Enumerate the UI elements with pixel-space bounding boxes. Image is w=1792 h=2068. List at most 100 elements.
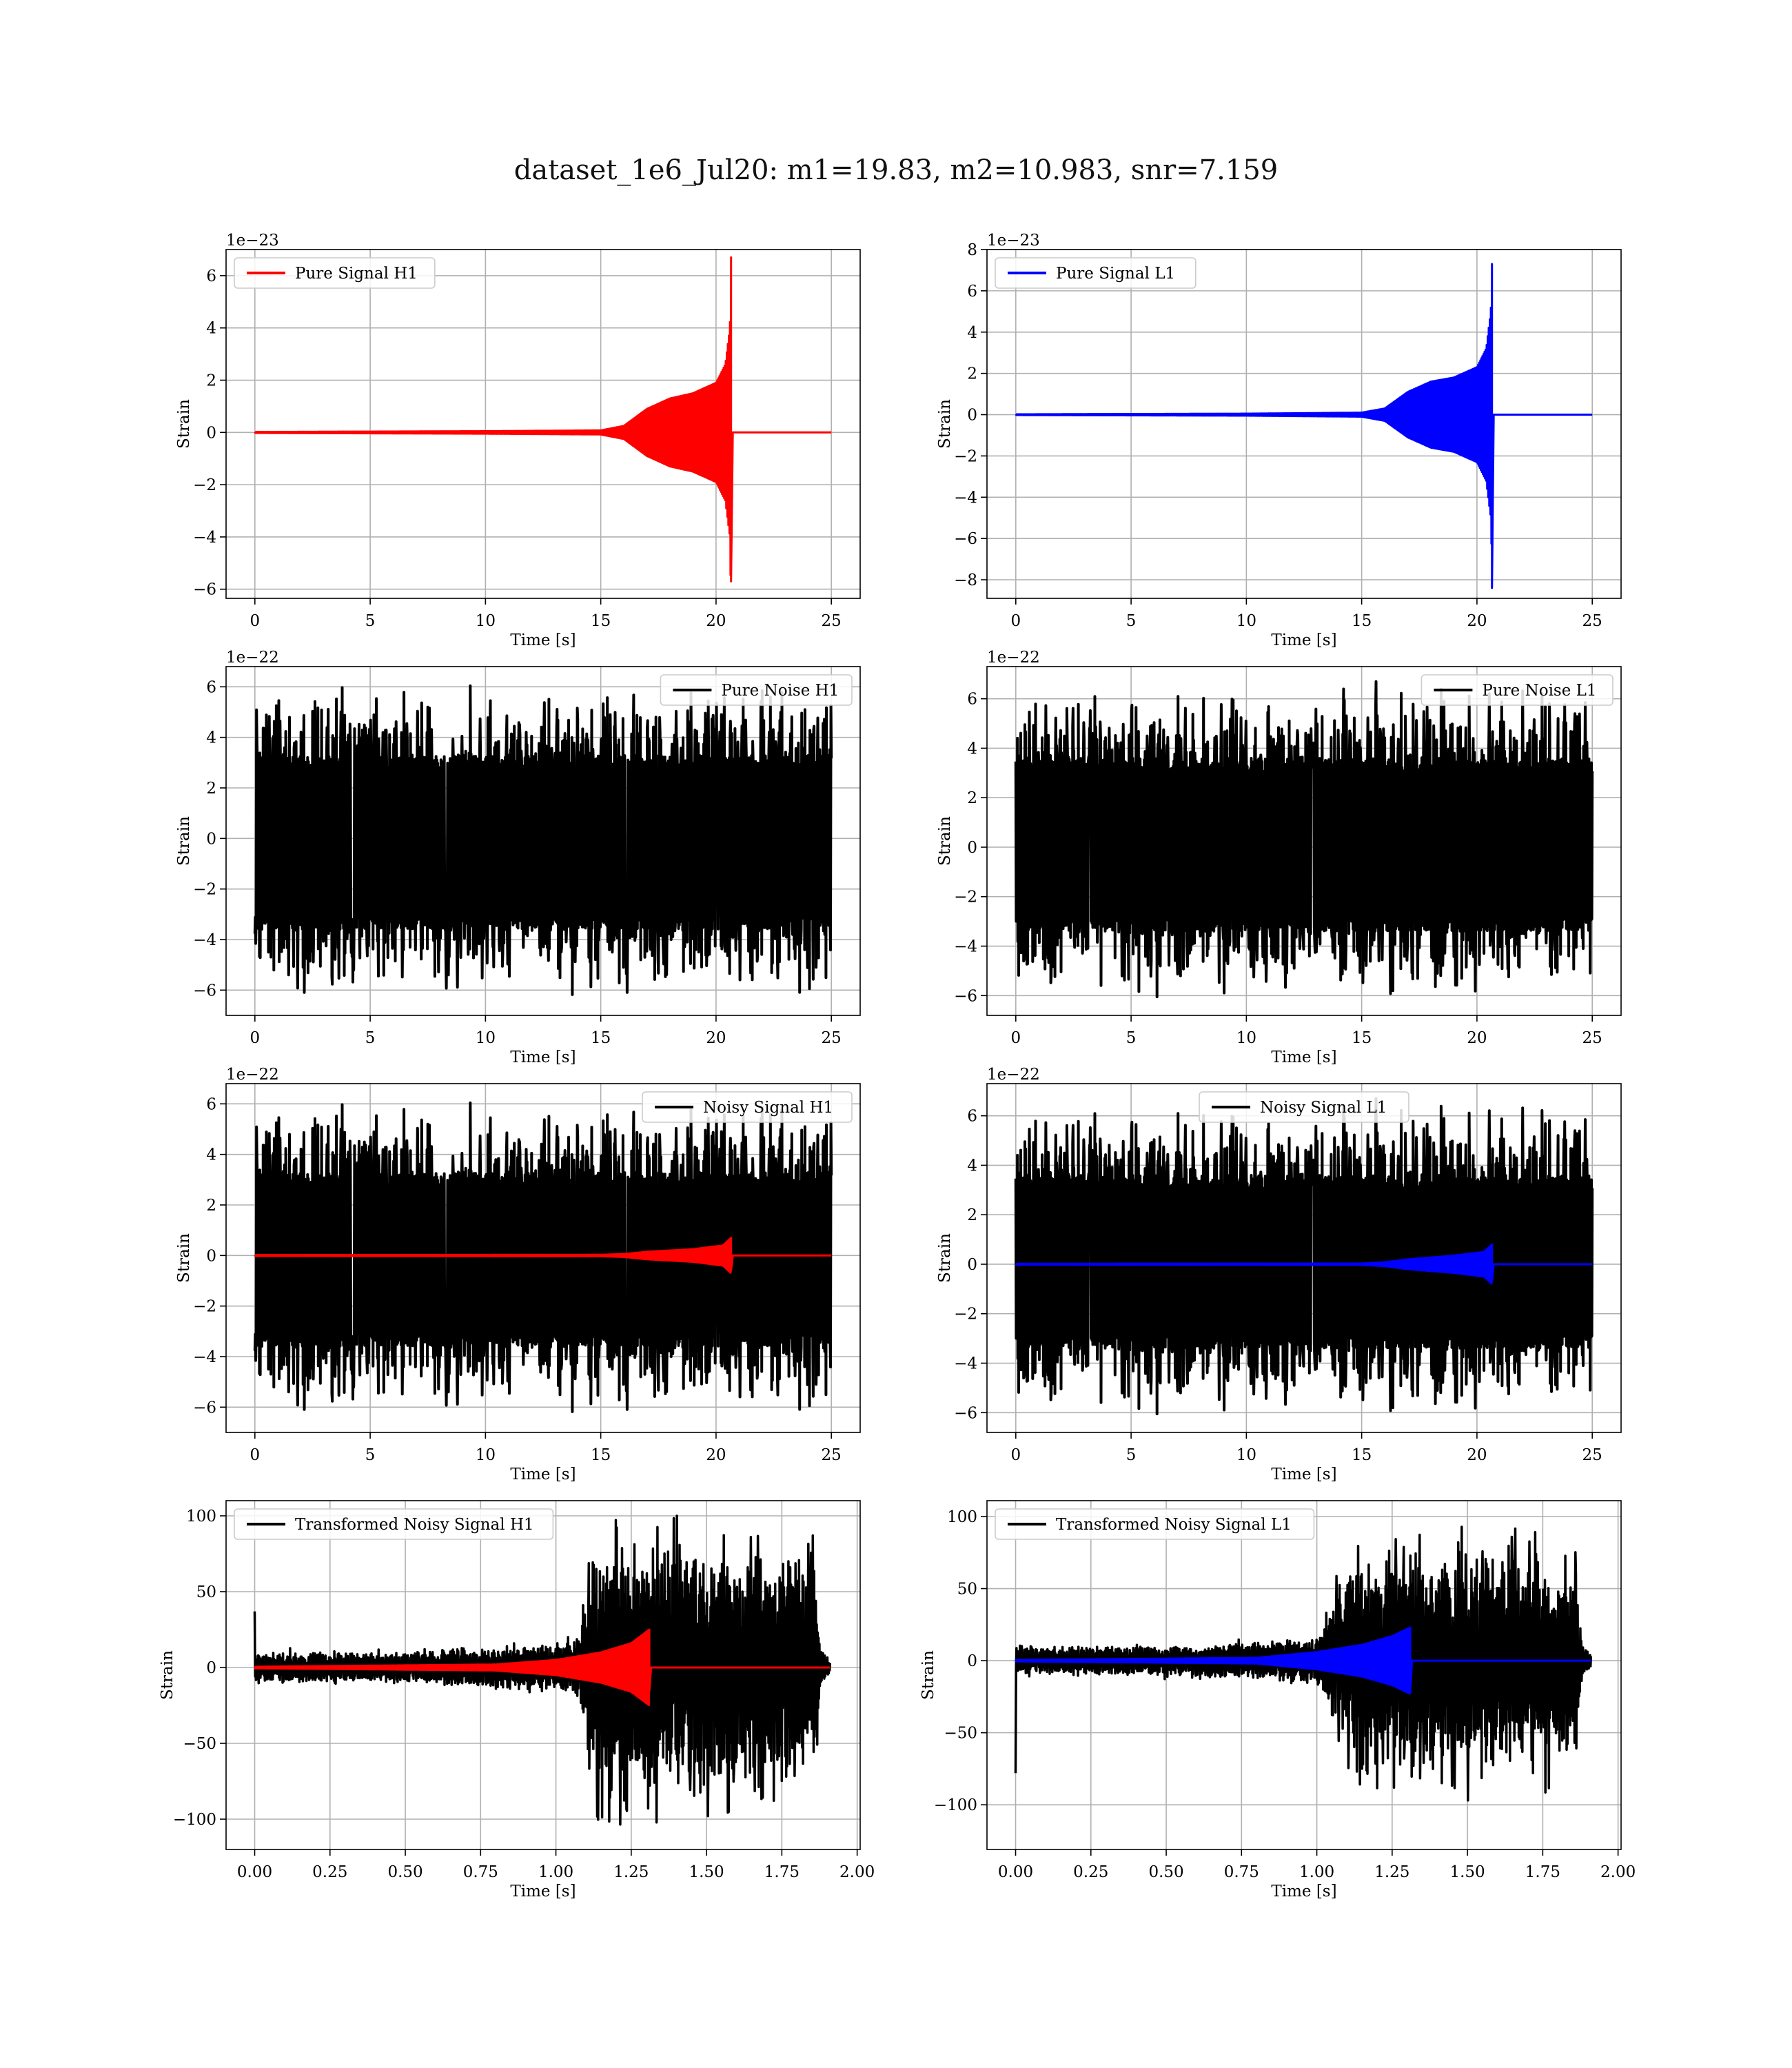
series-line-noise — [1014, 1097, 1594, 1416]
x-tick-label: 20 — [1467, 1029, 1487, 1047]
y-tick-label: 4 — [967, 740, 977, 758]
y-tick-label: −2 — [193, 1298, 216, 1316]
y-tick-label: −2 — [193, 476, 216, 494]
data-layer — [1015, 263, 1593, 589]
legend-label: Transformed Noisy Signal L1 — [1056, 1516, 1292, 1534]
y-tick-label: 6 — [967, 1108, 977, 1126]
x-tick-label: 15 — [1352, 1029, 1372, 1047]
x-tick-label: 0 — [1010, 612, 1021, 630]
y-tick-label: 6 — [206, 678, 216, 696]
x-tick-label: 0.25 — [312, 1863, 347, 1881]
x-axis-label: Time [s] — [1271, 1883, 1336, 1900]
legend: Pure Noise H1 — [660, 674, 853, 706]
subplot-3: 0 5 10 15 20 25 −6 −4 −2 0 2 4 6 1e−22 Time [s] Strain P… — [175, 649, 861, 1066]
axes-frame — [986, 1500, 1622, 1850]
legend-box — [995, 257, 1197, 289]
legend-label: Pure Signal L1 — [1056, 265, 1175, 283]
y-tick-label: −6 — [193, 982, 216, 1000]
axes-frame — [986, 249, 1622, 599]
legend-box — [660, 674, 853, 706]
y-tick-label: 0 — [967, 839, 977, 857]
x-tick-label: 25 — [1582, 1029, 1602, 1047]
y-axis-label: Strain — [919, 1650, 937, 1700]
x-tick-label: 5 — [1126, 1029, 1137, 1047]
x-tick-label: 2.00 — [839, 1863, 875, 1881]
y-tick-label: 4 — [967, 324, 977, 342]
x-tick-label: 15 — [591, 1029, 611, 1047]
y-tick-label: −100 — [173, 1811, 216, 1829]
x-tick-label: 25 — [822, 612, 842, 630]
y-tick-label: −2 — [954, 889, 977, 906]
y-tick-label: 6 — [967, 283, 977, 301]
x-tick-label: 2.00 — [1600, 1863, 1636, 1881]
y-tick-label: 2 — [206, 1197, 216, 1215]
legend: Noisy Signal H1 — [642, 1091, 853, 1123]
y-tick-label: 6 — [206, 1095, 216, 1113]
y-axis-label: Strain — [175, 1233, 193, 1283]
x-tick-label: 10 — [1236, 612, 1256, 630]
y-tick-label: 50 — [196, 1583, 216, 1601]
data-layer — [253, 1514, 832, 1826]
y-axis-label: Strain — [175, 399, 193, 449]
y-tick-label: 8 — [967, 241, 977, 259]
subplot-7: 0.00 0.25 0.50 0.75 1.00 1.25 1.50 1.75 2.00 −100… — [159, 1500, 875, 1900]
y-tick-label: −6 — [193, 1399, 216, 1417]
legend-box — [642, 1091, 853, 1123]
x-tick-label: 0 — [250, 612, 260, 630]
x-tick-label: 10 — [1236, 1446, 1256, 1464]
y-axis-label: Strain — [936, 399, 954, 449]
subplot-5: 0 5 10 15 20 25 −6 −4 −2 0 2 4 6 1e−22 Time [s] Strain N… — [175, 1066, 861, 1483]
axis-offset-label: 1e−23 — [226, 232, 279, 250]
x-tick-label: 0.25 — [1073, 1863, 1108, 1881]
y-tick-label: 0 — [967, 1256, 977, 1274]
axes-frame — [225, 666, 861, 1016]
y-axis-label: Strain — [936, 1233, 954, 1283]
data-layer — [1014, 680, 1594, 999]
y-tick-label: −2 — [954, 1306, 977, 1324]
series-line-signal — [1015, 1243, 1593, 1285]
x-tick-label: 0.75 — [1224, 1863, 1259, 1881]
y-tick-label: −100 — [934, 1796, 977, 1814]
y-tick-label: 4 — [206, 320, 216, 338]
x-tick-label: 15 — [591, 1446, 611, 1464]
y-tick-label: −4 — [193, 931, 216, 949]
y-tick-label: −50 — [183, 1735, 216, 1753]
subplot-2: 0 5 10 15 20 25 −8 −6 −4 −2 0 2 4 6 8 1e−23 Time [s] Stra… — [936, 232, 1622, 649]
x-axis-label: Time [s] — [510, 631, 576, 649]
legend: Transformed Noisy Signal L1 — [995, 1508, 1315, 1540]
plot-area — [987, 250, 1621, 598]
x-tick-label: 25 — [1582, 612, 1602, 630]
subplot-4: 0 5 10 15 20 25 −6 −4 −2 0 2 4 6 1e−22 Time [s] Strain P… — [936, 649, 1622, 1066]
axes-frame — [986, 1083, 1622, 1433]
x-tick-label: 15 — [591, 612, 611, 630]
x-tick-label: 1.00 — [1299, 1863, 1334, 1881]
data-layer — [254, 256, 832, 582]
x-tick-label: 0 — [1010, 1446, 1021, 1464]
y-axis-label: Strain — [936, 816, 954, 866]
x-tick-label: 1.75 — [764, 1863, 800, 1881]
x-tick-label: 25 — [1582, 1446, 1602, 1464]
y-axis-label: Strain — [175, 816, 193, 866]
y-tick-label: 4 — [206, 1146, 216, 1164]
series-line-noise — [253, 1101, 833, 1413]
x-axis-label: Time [s] — [1271, 1466, 1336, 1483]
y-tick-label: −50 — [944, 1725, 977, 1743]
x-tick-label: 15 — [1352, 1446, 1372, 1464]
legend: Noisy Signal L1 — [1199, 1091, 1409, 1123]
y-tick-label: −8 — [954, 571, 977, 589]
y-tick-label: −6 — [954, 1404, 977, 1422]
x-tick-label: 5 — [1126, 1446, 1137, 1464]
x-tick-label: 1.50 — [689, 1863, 724, 1881]
axis-offset-label: 1e−23 — [987, 232, 1040, 250]
subplot-6: 0 5 10 15 20 25 −6 −4 −2 0 2 4 6 1e−22 Time [s] Strain N… — [936, 1066, 1622, 1483]
x-tick-label: 10 — [476, 612, 496, 630]
y-tick-label: −4 — [193, 529, 216, 547]
y-tick-label: 2 — [206, 780, 216, 798]
legend-box — [234, 1508, 554, 1540]
y-axis-label: Strain — [159, 1650, 176, 1700]
subplot-8: 0.00 0.25 0.50 0.75 1.00 1.25 1.50 1.75 2.00 −100… — [919, 1500, 1636, 1900]
y-tick-label: 0 — [206, 1247, 216, 1265]
subplot-1: 0 5 10 15 20 25 −6 −4 −2 0 2 4 6 1e−23 Time [s] Strain P… — [175, 232, 861, 649]
legend: Transformed Noisy Signal H1 — [234, 1508, 554, 1540]
